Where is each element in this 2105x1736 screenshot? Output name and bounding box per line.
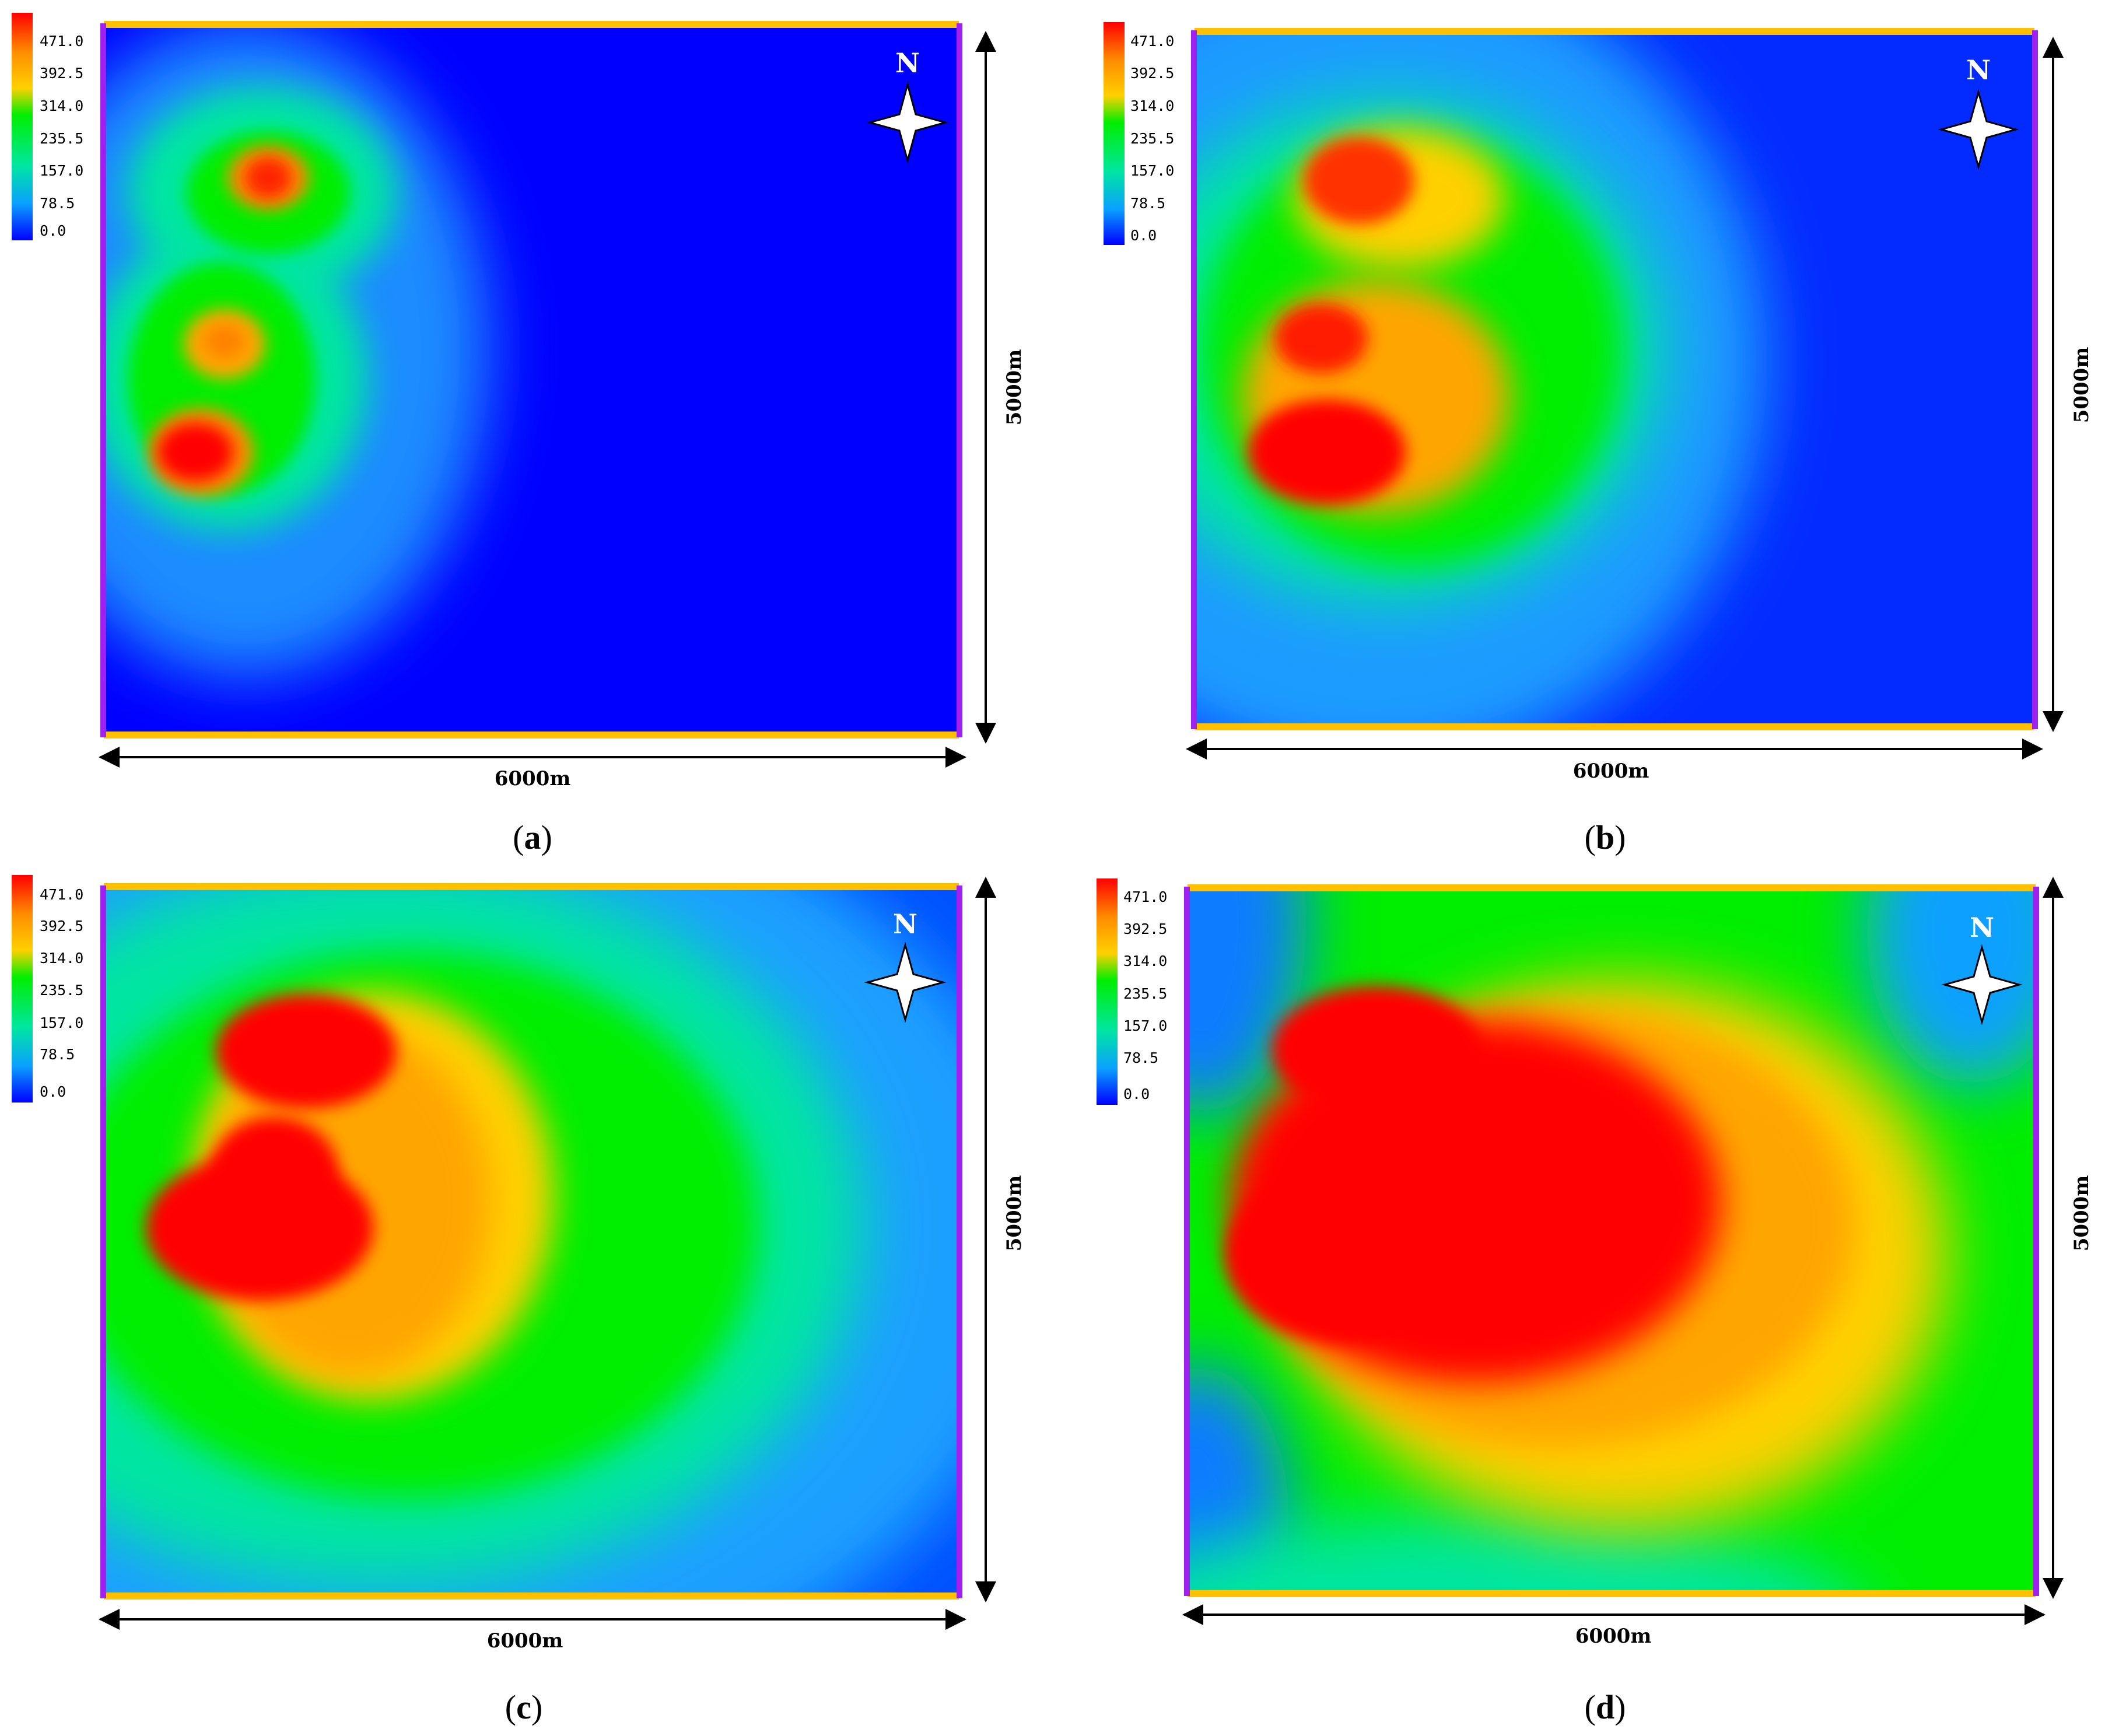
caption-letter: d [1596,1688,1614,1726]
height-label: 5000m [2070,347,2093,424]
panel-c: 471.0 392.5 314.0 235.5 157.0 78.5 0.0 N… [12,875,1026,1726]
cbar-tick-label: 78.5 [40,1046,75,1063]
boundary-bottom [1188,1590,2036,1597]
cbar-tick-label: 471.0 [40,886,83,903]
cbar-tick-label: 471.0 [1123,888,1167,905]
compass-star-icon [866,81,949,164]
caption: (a) [513,818,552,856]
panel-d: 471.0 392.5 314.0 235.5 157.0 78.5 0.0 N… [1097,877,2093,1726]
width-label: 6000m [1575,1625,1652,1648]
width-label: 6000m [487,1629,563,1653]
cbar-tick-label: 235.5 [40,130,83,147]
caption-paren: ) [1614,1688,1626,1726]
colorbar-c: 471.0 392.5 314.0 235.5 157.0 78.5 0.0 [12,875,83,1102]
panel-a: 471.0 392.5 314.0 235.5 157.0 78.5 0.0 N… [12,13,1026,856]
cbar-tick-label: 157.0 [40,1014,83,1031]
caption-paren: ) [541,818,552,856]
cbar-tick-label: 314.0 [1123,953,1167,970]
caption: (c) [505,1688,542,1726]
north-arrow: N [1938,54,2019,170]
cbar-tick-label: 471.0 [1130,33,1174,50]
height-label: 5000m [2070,1175,2093,1252]
cbar-tick-label: 471.0 [40,33,83,50]
cbar-tick-label: 392.5 [40,918,83,935]
north-label: N [1966,54,1991,86]
field-map-c [104,888,959,1595]
cbar-tick-label: 0.0 [40,1083,66,1100]
cbar-tick-label: 78.5 [1123,1049,1158,1066]
north-label: N [893,908,917,940]
panel-b: 471.0 392.5 314.0 235.5 157.0 78.5 0.0 N… [1104,22,2093,856]
boundary-bottom [104,732,959,738]
boundary-top [1188,884,2036,891]
north-label: N [895,47,920,79]
cbar-tick-label: 0.0 [1123,1086,1150,1102]
compass-star-icon [1941,944,2023,1026]
boundary-left [100,886,106,1598]
caption: (b) [1585,818,1626,856]
boundary-bottom [104,1592,959,1600]
north-arrow: N [866,47,949,164]
boundary-bottom [1195,723,2034,730]
north-arrow: N [864,908,947,1023]
height-label: 5000m [1003,349,1026,426]
boundary-right [957,23,962,737]
caption-letter: b [1596,818,1614,856]
width-label: 6000m [495,767,571,790]
caption-letter: c [516,1688,531,1726]
cbar-tick-label: 235.5 [1130,130,1174,147]
cbar-tick-label: 392.5 [40,65,83,82]
height-label: 5000m [1003,1175,1026,1252]
cbar-tick-label: 78.5 [40,195,75,212]
field-map-b [1195,33,2034,726]
cbar-tick-label: 157.0 [1130,162,1174,179]
boundary-right [957,886,962,1598]
colorbar-d: 471.0 392.5 314.0 235.5 157.0 78.5 0.0 [1097,878,1167,1105]
caption-paren: ) [1614,818,1626,856]
cbar-tick-label: 157.0 [40,162,83,179]
caption-paren: ) [531,1688,542,1726]
cbar-tick-label: 78.5 [1130,195,1165,212]
boundary-top [104,883,959,890]
cbar-tick-label: 0.0 [1130,227,1157,244]
caption-paren: ( [505,1688,516,1726]
width-label: 6000m [1573,760,1649,783]
cbar-tick-label: 314.0 [40,97,83,114]
caption-paren: ( [513,818,524,856]
colorbar-a: 471.0 392.5 314.0 235.5 157.0 78.5 0.0 [12,13,83,240]
cbar-tick-label: 235.5 [40,982,83,999]
cbar-tick-label: 314.0 [40,950,83,967]
cbar-tick-label: 314.0 [1130,97,1174,114]
boundary-left [1191,30,1197,729]
cbar-tick-label: 392.5 [1123,921,1167,937]
boundary-right [2033,887,2039,1596]
caption: (d) [1585,1688,1626,1726]
cbar-tick-label: 157.0 [1123,1017,1167,1034]
cbar-tick-label: 0.0 [40,222,66,239]
boundary-top [1195,28,2034,35]
field-map-d [1188,889,2036,1592]
boundary-top [104,21,959,28]
boundary-left [1184,887,1190,1596]
caption-letter: a [524,818,541,856]
caption-paren: ( [1585,818,1596,856]
field-map-a [104,26,959,734]
cbar-tick-label: 392.5 [1130,65,1174,82]
boundary-left [100,23,106,737]
north-arrow: N [1941,912,2023,1026]
caption-paren: ( [1585,1688,1596,1726]
cbar-tick-label: 235.5 [1123,985,1167,1002]
colorbar-b: 471.0 392.5 314.0 235.5 157.0 78.5 0.0 [1104,22,1174,245]
north-label: N [1970,912,1994,943]
compass-star-icon [864,942,947,1023]
boundary-right [2032,30,2038,729]
compass-star-icon [1938,89,2019,170]
